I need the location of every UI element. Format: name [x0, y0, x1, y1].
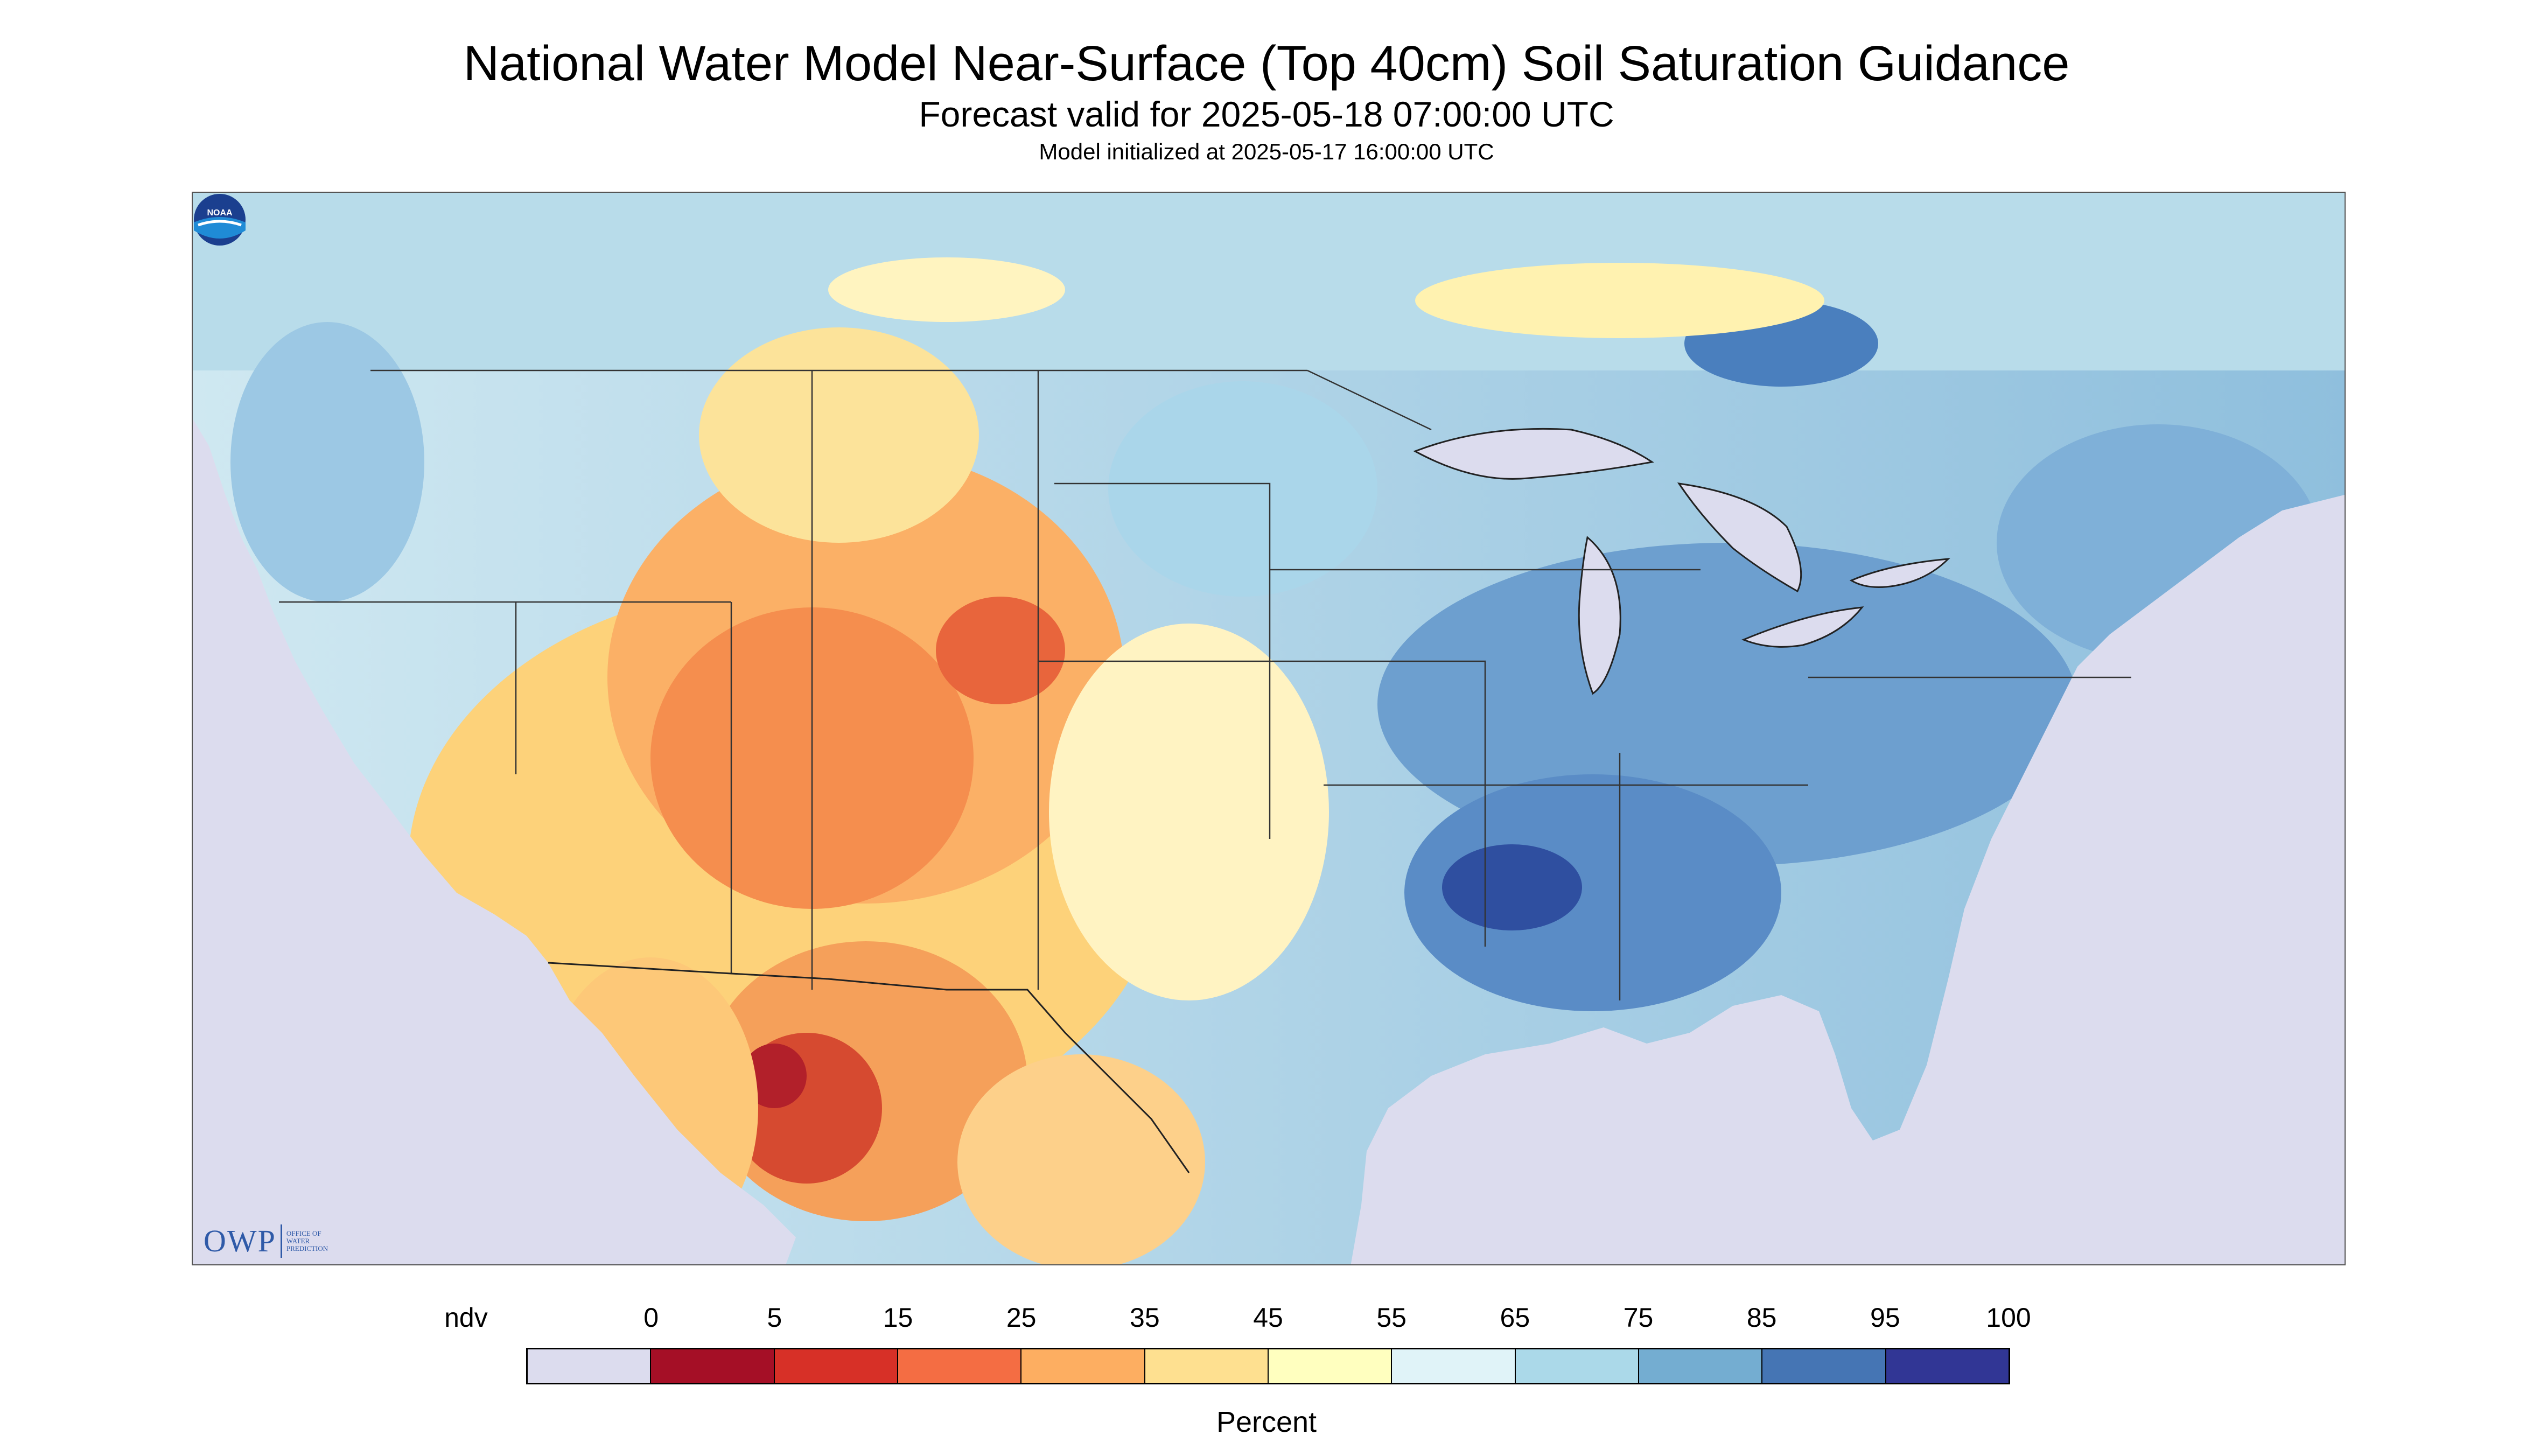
legend-swatch	[1515, 1349, 1639, 1383]
legend-tick-label: 5	[767, 1303, 782, 1333]
legend-tick-label: 75	[1623, 1303, 1654, 1333]
legend-tick-label: 15	[883, 1303, 913, 1333]
noaa-logo-icon: NOAA	[194, 194, 246, 246]
legend-swatch	[528, 1349, 652, 1383]
legend-swatch	[1886, 1349, 2009, 1383]
owp-logo: OWP OFFICE OF WATER PREDICTION	[204, 1223, 346, 1259]
legend-unit-label: Percent	[1216, 1406, 1317, 1438]
legend-tick-label: ndv	[444, 1303, 488, 1333]
legend-swatch	[898, 1349, 1022, 1383]
noaa-logo-text: NOAA	[207, 208, 233, 218]
political-borders	[279, 369, 2131, 1033]
legend-tick-label: 55	[1376, 1303, 1407, 1333]
owp-logo-separator	[280, 1224, 282, 1258]
legend-tick-label: 85	[1746, 1303, 1777, 1333]
legend-swatch	[1762, 1349, 1886, 1383]
legend-tick-label: 95	[1870, 1303, 1900, 1333]
legend-swatch	[1145, 1349, 1269, 1383]
soil-saturation-map: OWP OFFICE OF WATER PREDICTION NOAA	[192, 192, 2346, 1265]
forecast-valid-subtitle: Forecast valid for 2025-05-18 07:00:00 U…	[919, 94, 1614, 134]
legend-swatch	[1021, 1349, 1145, 1383]
legend-tick-label: 100	[1986, 1303, 2031, 1333]
owp-logo-text: OFFICE OF WATER PREDICTION	[286, 1229, 328, 1252]
map-canvas	[193, 193, 2345, 1264]
us-mexico-border	[548, 962, 1190, 1173]
legend-tick-label: 25	[1006, 1303, 1037, 1333]
legend-swatch	[774, 1349, 898, 1383]
legend-swatch	[1268, 1349, 1393, 1383]
owp-logo-letters: OWP	[204, 1223, 276, 1258]
legend-swatch	[1639, 1349, 1763, 1383]
legend-tick-labels: ndv 0 5 15 25 35 45 55 65 75 85 95 100	[0, 1302, 2533, 1340]
legend-tick-label: 65	[1500, 1303, 1530, 1333]
map-title: National Water Model Near-Surface (Top 4…	[463, 36, 2070, 91]
legend-swatch	[1392, 1349, 1516, 1383]
great-lakes	[1413, 428, 1950, 695]
colorbar-legend	[526, 1348, 2010, 1384]
legend-tick-label: 45	[1253, 1303, 1283, 1333]
legend-tick-label: 0	[643, 1303, 659, 1333]
legend-tick-label: 35	[1130, 1303, 1160, 1333]
model-init-subtitle: Model initialized at 2025-05-17 16:00:00…	[1039, 139, 1494, 164]
legend-swatch	[651, 1349, 775, 1383]
